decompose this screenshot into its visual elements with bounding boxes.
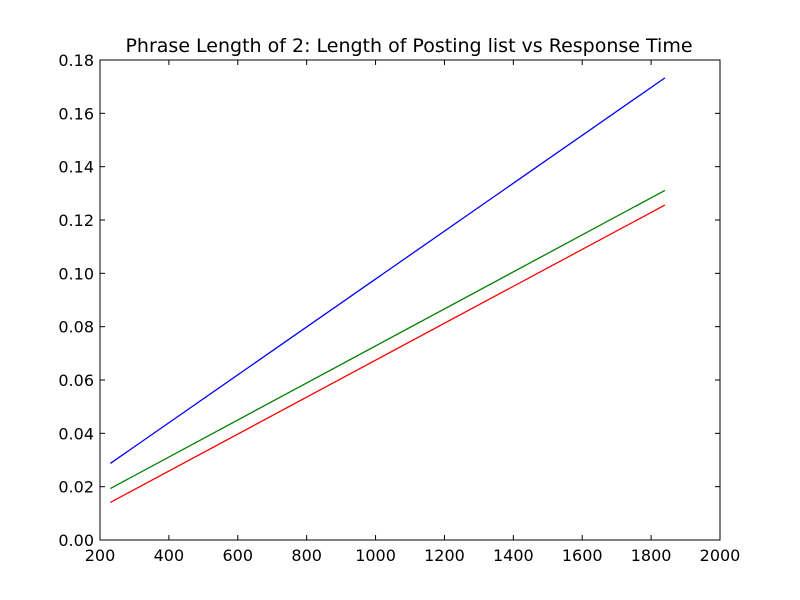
y-tick-label: 0.02 (58, 478, 94, 497)
y-tick-label: 0.00 (58, 531, 94, 550)
chart-title: Phrase Length of 2: Length of Posting li… (125, 35, 692, 57)
y-tick-label: 0.18 (58, 51, 94, 70)
series-line-3 (110, 204, 666, 503)
x-tick-label: 800 (291, 546, 322, 565)
y-tick-label: 0.12 (58, 211, 94, 230)
x-tick-label: 600 (223, 546, 254, 565)
x-tick-label: 1400 (493, 546, 534, 565)
x-tick-label: 1200 (424, 546, 465, 565)
series-layer (109, 77, 666, 503)
y-tick-label: 0.10 (58, 264, 94, 283)
series-line-1 (109, 77, 666, 465)
x-tick-label: 2000 (700, 546, 741, 565)
x-tick-label: 200 (85, 546, 116, 565)
x-tick-label: 1800 (631, 546, 672, 565)
plot-frame (99, 59, 721, 541)
series-line-2 (110, 189, 666, 490)
x-tick-label: 1600 (562, 546, 603, 565)
y-tick-label: 0.14 (58, 158, 94, 177)
y-tick-label: 0.08 (58, 318, 94, 337)
x-tick-label: 400 (154, 546, 185, 565)
y-tick-label: 0.04 (58, 424, 94, 443)
y-tick-label: 0.06 (58, 371, 94, 390)
tick-label-layer: 200 400 600 800 1000 1200 1400 1600 1800 2000 0.00… (58, 51, 740, 565)
y-tick-label: 0.16 (58, 104, 94, 123)
x-tick-label: 1000 (355, 546, 396, 565)
